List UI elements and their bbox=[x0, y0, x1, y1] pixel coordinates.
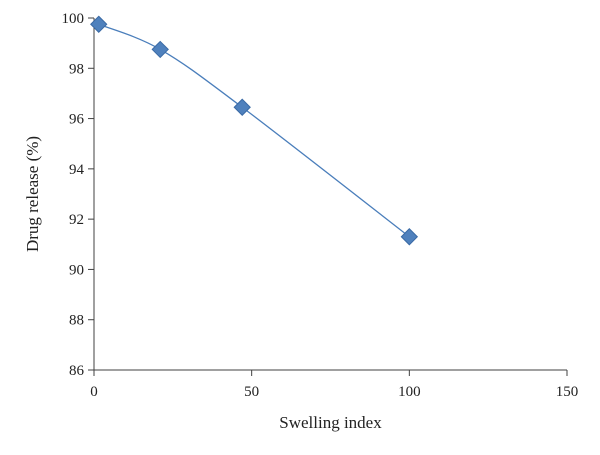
data-point-marker bbox=[90, 15, 108, 33]
y-tick-label: 98 bbox=[69, 61, 84, 77]
x-tick-label: 150 bbox=[556, 384, 579, 400]
y-tick-label: 90 bbox=[69, 262, 84, 278]
series-markers bbox=[90, 15, 419, 246]
data-point-marker bbox=[400, 228, 419, 246]
data-point-marker bbox=[233, 98, 251, 116]
y-axis-title: Drug release (%) bbox=[23, 136, 42, 252]
x-axis-title: Swelling index bbox=[279, 413, 382, 432]
y-axis-ticks: 86 88 90 92 94 96 98 100 bbox=[62, 11, 94, 379]
plot-area: 86 88 90 92 94 96 98 100 0 50 100 150 bbox=[62, 11, 579, 400]
y-tick-label: 96 bbox=[69, 112, 85, 128]
y-tick-label: 94 bbox=[69, 162, 85, 178]
data-point-marker bbox=[151, 40, 169, 59]
series-line bbox=[98, 23, 410, 238]
y-tick-label: 100 bbox=[62, 11, 85, 27]
y-tick-label: 88 bbox=[69, 313, 84, 329]
x-tick-label: 50 bbox=[244, 384, 259, 400]
x-tick-label: 100 bbox=[398, 384, 421, 400]
x-axis-ticks: 0 50 100 150 bbox=[90, 370, 578, 400]
y-tick-label: 92 bbox=[69, 212, 84, 228]
x-tick-label: 0 bbox=[90, 384, 98, 400]
y-tick-label: 86 bbox=[69, 363, 85, 379]
